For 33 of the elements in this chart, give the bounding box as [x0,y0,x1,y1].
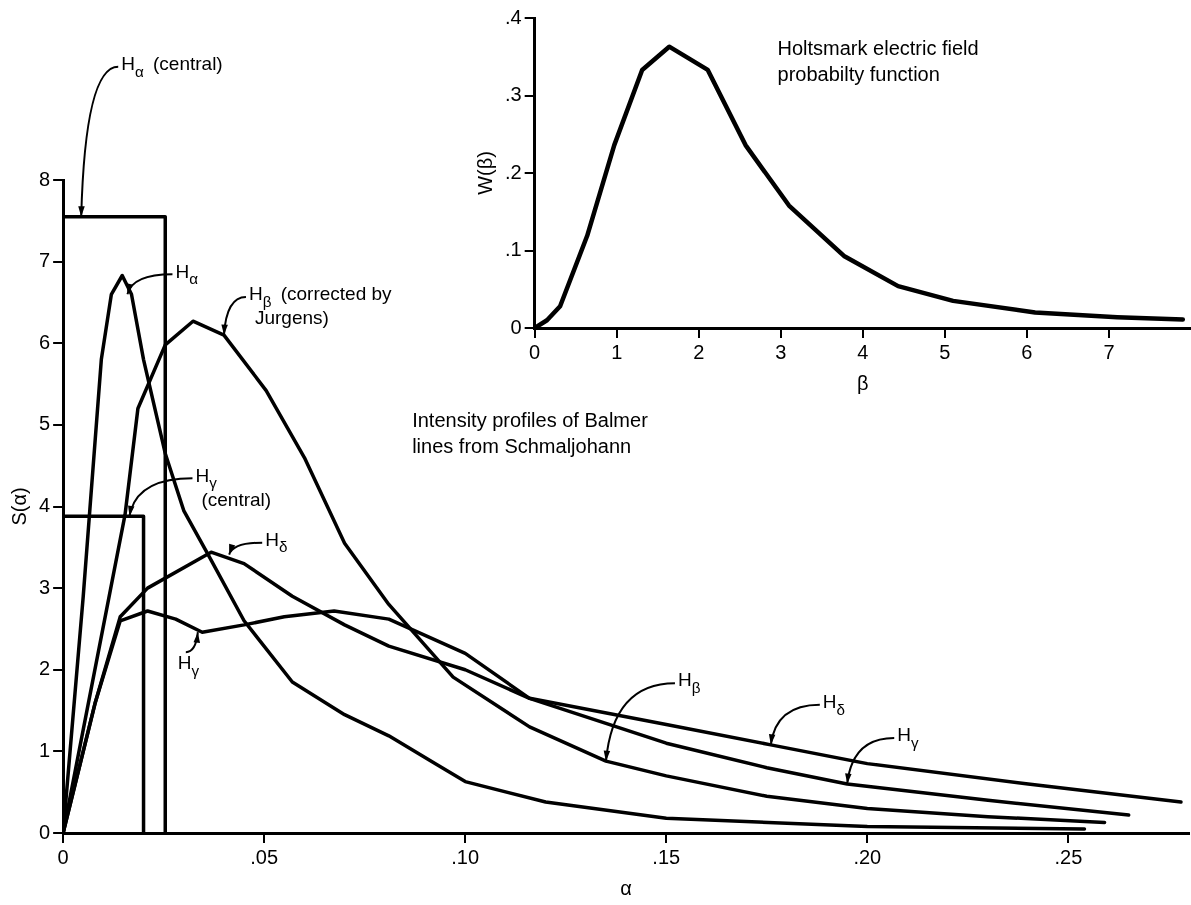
x-axis-title: β [857,371,869,394]
y-tick-label: 2 [39,657,51,680]
x-tick-label: 2 [693,340,705,363]
x-tick-label: .10 [451,845,480,868]
y-tick-label: 0 [510,315,522,338]
annotation: Holtsmark electric field probabilty function [777,36,979,85]
y-tick-label: .3 [504,83,522,106]
x-tick-label: 7 [1103,340,1115,363]
x-tick-label: 0 [529,340,541,363]
y-tick-label: .4 [504,5,522,28]
y-tick-label: .1 [504,238,522,261]
x-tick-label: 4 [857,340,869,363]
y-axis-title: W(β) [473,151,496,195]
x-tick-label: 1 [611,340,623,363]
x-tick-label: .15 [652,845,681,868]
y-tick-label: 5 [39,412,51,435]
x-axis-title: α [620,876,632,899]
y-tick-label: 4 [39,494,51,517]
x-tick-label: .05 [250,845,279,868]
y-tick-label: 8 [39,167,51,190]
y-tick-label: 0 [39,820,51,843]
y-tick-label: 1 [39,738,51,761]
x-tick-label: 0 [57,845,69,868]
y-tick-label: 3 [39,575,51,598]
x-tick-label: .25 [1054,845,1083,868]
x-tick-label: .20 [853,845,882,868]
annotation: Intensity profiles of Balmer lines from Schmaljohann [412,409,649,458]
x-tick-label: 6 [1021,340,1033,363]
y-axis-title: S(α) [7,487,30,526]
y-tick-label: 7 [39,249,51,272]
x-tick-label: 5 [939,340,951,363]
y-tick-label: .2 [504,160,522,183]
x-tick-label: 3 [775,340,787,363]
